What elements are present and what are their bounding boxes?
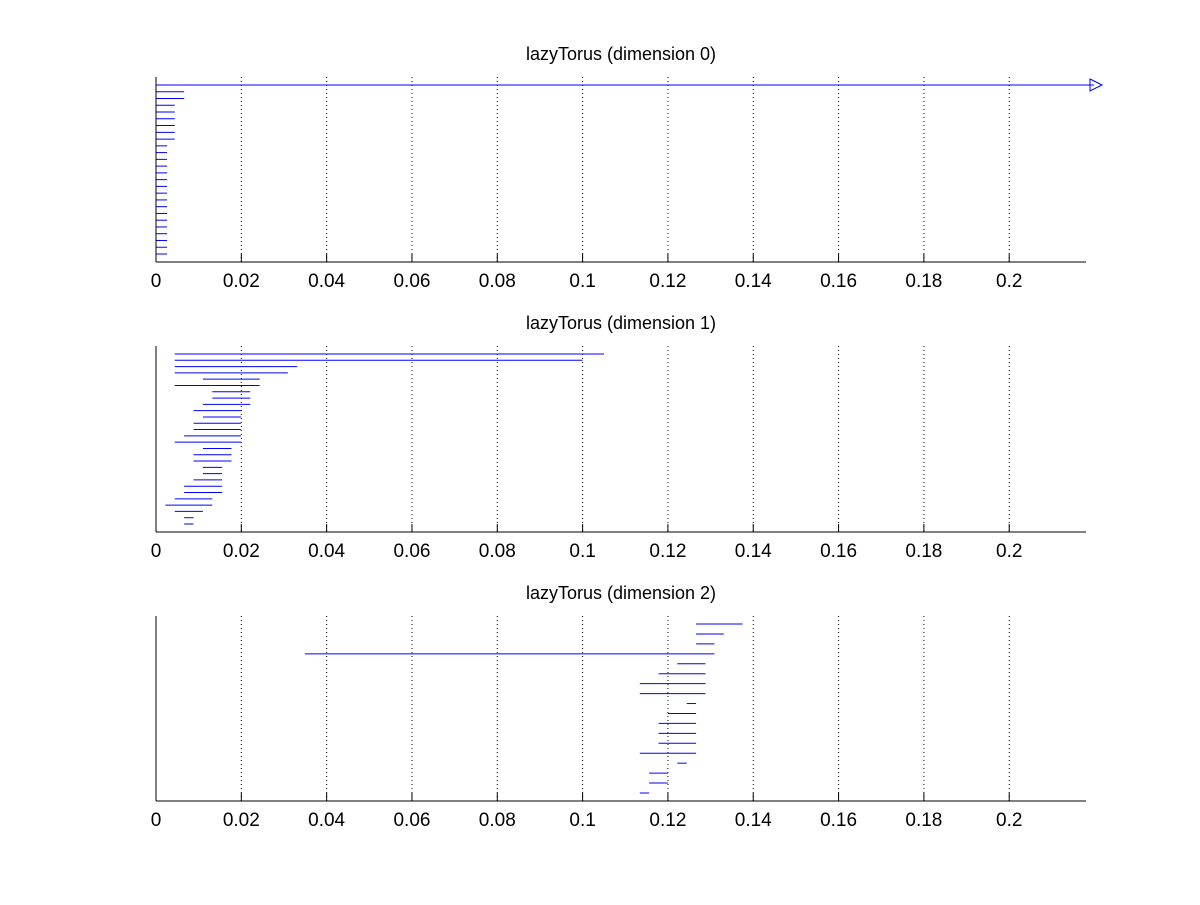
barcode-panel-dim-2: 0 0.02 0.04 0.06 0.08 0.1 0.12 0.14 0.16 0.18 0.2 l… [151,583,1086,831]
x-tick-label: 0.18 [905,810,942,831]
x-tick-label: 0.02 [223,541,260,562]
x-tick-label: 0 [151,271,162,292]
x-tick-label: 0.2 [996,271,1022,292]
x-tick-label: 0.1 [569,810,595,831]
chart-title: lazyTorus (dimension 0) [526,44,716,64]
x-tick-label: 0.14 [735,810,772,831]
x-tick-label: 0.1 [569,271,595,292]
barcode-panel-dim-1: 0 0.02 0.04 0.06 0.08 0.1 0.12 0.14 0.16 0.18 0.2 l… [151,313,1086,562]
x-tick-label: 0.14 [735,541,772,562]
x-tick-label: 0.02 [223,810,260,831]
x-tick-label: 0.1 [569,541,595,562]
x-tick-label: 0.08 [479,810,516,831]
x-tick-label: 0.06 [393,271,430,292]
x-tick-label: 0.16 [820,541,857,562]
x-tick-label: 0 [151,541,162,562]
x-tick-label: 0.14 [735,271,772,292]
barcode-panel-dim-0: 0 0.02 0.04 0.06 0.08 0.1 0.12 0.14 0.16 0.18 0.2 l… [151,44,1104,292]
x-tick-label: 0.12 [649,541,686,562]
x-tick-label: 0 [151,810,162,831]
x-tick-label: 0.04 [308,271,345,292]
chart-title: lazyTorus (dimension 1) [526,313,716,333]
x-tick-label: 0.08 [479,271,516,292]
x-tick-label: 0.06 [393,541,430,562]
x-tick-label: 0.08 [479,541,516,562]
chart-title: lazyTorus (dimension 2) [526,583,716,603]
infinite-interval-arrow-icon [1089,78,1104,92]
x-tick-label: 0.18 [905,541,942,562]
x-tick-label: 0.04 [308,810,345,831]
x-tick-label: 0.16 [820,810,857,831]
x-tick-label: 0.2 [996,810,1022,831]
x-tick-label: 0.12 [649,810,686,831]
x-tick-label: 0.16 [820,271,857,292]
x-tick-label: 0.04 [308,541,345,562]
x-tick-label: 0.02 [223,271,260,292]
x-tick-label: 0.2 [996,541,1022,562]
x-tick-label: 0.06 [393,810,430,831]
x-tick-label: 0.12 [649,271,686,292]
x-tick-label: 0.18 [905,271,942,292]
